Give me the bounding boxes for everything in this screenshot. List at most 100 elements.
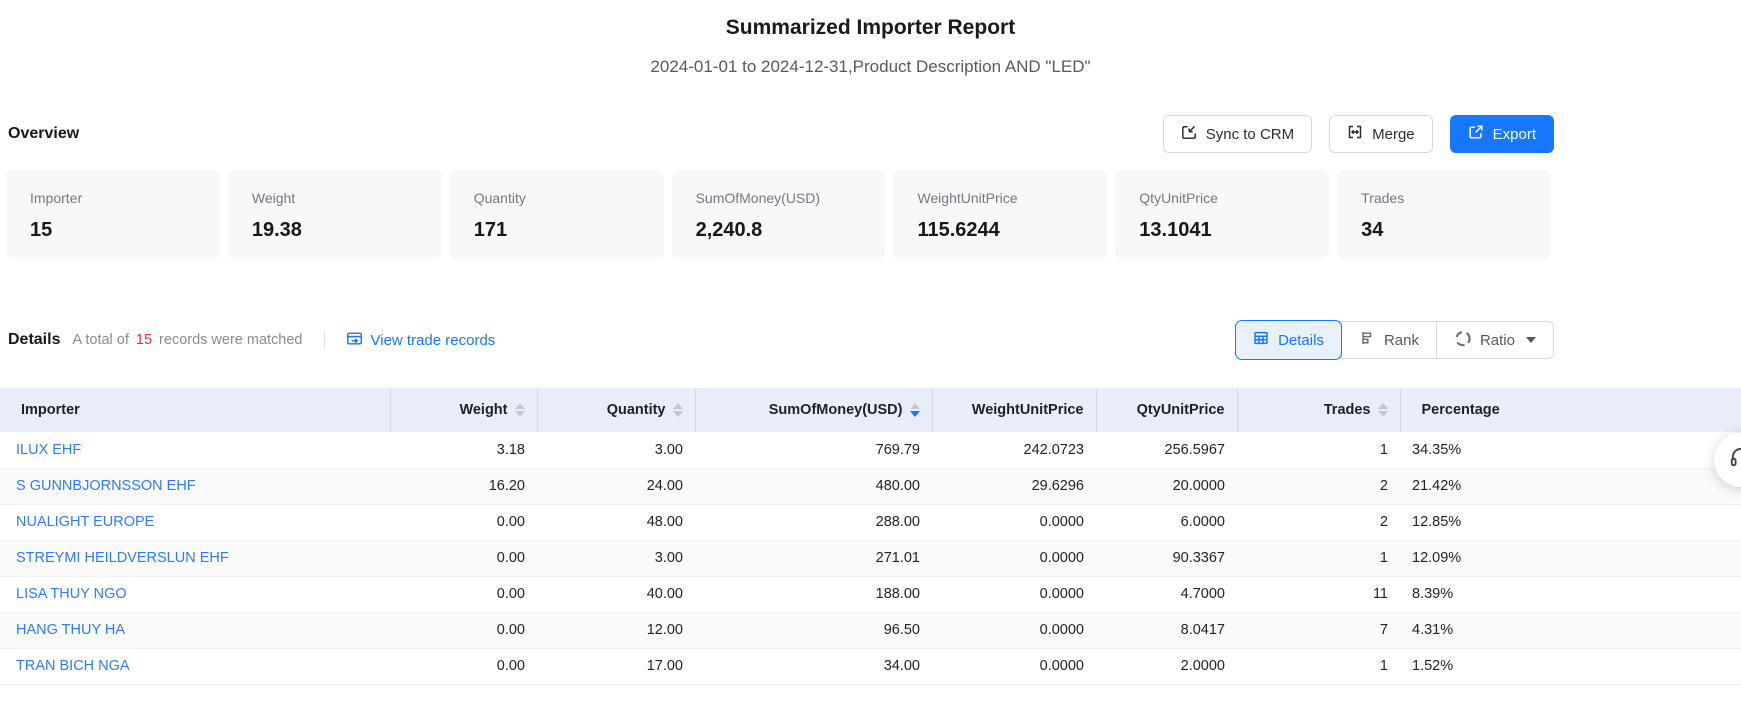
- column-label: SumOfMoney(USD): [769, 402, 903, 418]
- cell-quantity: 3.00: [537, 540, 695, 576]
- importer-link[interactable]: S GUNNBJORNSSON EHF: [16, 478, 196, 494]
- importer-link[interactable]: LISA THUY NGO: [16, 586, 127, 602]
- sync-to-crm-button[interactable]: Sync to CRM: [1163, 115, 1312, 153]
- cell-importer: LISA THUY NGO: [0, 576, 390, 612]
- importer-link[interactable]: HANG THUY HA: [16, 622, 125, 638]
- vertical-divider: [324, 332, 325, 348]
- column-header-qtyunitprice: QtyUnitPrice: [1096, 388, 1237, 432]
- cell-importer: ILUX EHF: [0, 432, 390, 468]
- details-bar: Details A total of 15 records were match…: [0, 321, 1741, 359]
- report-subtitle: 2024-01-01 to 2024-12-31,Product Descrip…: [0, 56, 1741, 78]
- cell-sumofmoney-usd: 480.00: [695, 468, 932, 504]
- report-header: Summarized Importer Report 2024-01-01 to…: [0, 0, 1741, 78]
- cell-qtyunitprice: 6.0000: [1096, 504, 1237, 540]
- stat-label: SumOfMoney(USD): [696, 189, 862, 207]
- importer-link[interactable]: NUALIGHT EUROPE: [16, 514, 154, 530]
- sort-icon[interactable]: [673, 403, 683, 417]
- cell-weight: 16.20: [390, 468, 537, 504]
- column-header-trades[interactable]: Trades: [1237, 388, 1400, 432]
- table-row: TRAN BICH NGA0.0017.0034.000.00002.00001…: [0, 648, 1741, 684]
- records-summary-suffix: records were matched: [159, 332, 302, 348]
- tab-details[interactable]: Details: [1236, 321, 1341, 359]
- cell-trades: 1: [1237, 540, 1400, 576]
- overview-heading: Overview: [8, 125, 79, 143]
- merge-button[interactable]: Merge: [1329, 115, 1433, 153]
- headset-icon: [1728, 445, 1741, 476]
- stat-value: 115.6244: [917, 218, 1083, 242]
- stat-value: 2,240.8: [696, 218, 862, 242]
- cell-quantity: 48.00: [537, 504, 695, 540]
- sort-icon[interactable]: [1378, 403, 1388, 417]
- cell-weight: 0.00: [390, 612, 537, 648]
- cell-sumofmoney-usd: 96.50: [695, 612, 932, 648]
- importer-link[interactable]: TRAN BICH NGA: [16, 658, 130, 674]
- cell-importer: S GUNNBJORNSSON EHF: [0, 468, 390, 504]
- cell-trades: 1: [1237, 432, 1400, 468]
- stat-card-qty-unit-price: QtyUnitPrice 13.1041: [1115, 170, 1329, 259]
- cell-trades: 7: [1237, 612, 1400, 648]
- stat-label: Importer: [30, 189, 196, 207]
- stat-label: Trades: [1361, 189, 1527, 207]
- cell-weight: 3.18: [390, 432, 537, 468]
- importer-link[interactable]: STREYMI HEILDVERSLUN EHF: [16, 550, 229, 566]
- stat-value: 34: [1361, 218, 1527, 242]
- cell-percentage: 4.31%: [1400, 612, 1741, 648]
- column-header-weight[interactable]: Weight: [390, 388, 537, 432]
- column-label: Quantity: [607, 402, 666, 418]
- cell-quantity: 12.00: [537, 612, 695, 648]
- cell-qtyunitprice: 256.5967: [1096, 432, 1237, 468]
- cell-weight: 0.00: [390, 540, 537, 576]
- overview-bar: Overview Sync to CRM Merge: [0, 115, 1741, 153]
- cell-sumofmoney-usd: 288.00: [695, 504, 932, 540]
- stat-card-sum-of-money: SumOfMoney(USD) 2,240.8: [672, 170, 886, 259]
- chevron-down-icon: [1526, 337, 1536, 343]
- ratio-circle-icon: [1454, 330, 1471, 351]
- sort-icon[interactable]: [910, 403, 920, 417]
- cell-sumofmoney-usd: 769.79: [695, 432, 932, 468]
- cell-weightunitprice: 0.0000: [932, 576, 1096, 612]
- cell-percentage: 8.39%: [1400, 576, 1741, 612]
- table-header: ImporterWeightQuantitySumOfMoney(USD)Wei…: [0, 388, 1741, 432]
- column-header-sumofmoney-usd[interactable]: SumOfMoney(USD): [695, 388, 932, 432]
- stat-card-weight-unit-price: WeightUnitPrice 115.6244: [893, 170, 1107, 259]
- cell-qtyunitprice: 20.0000: [1096, 468, 1237, 504]
- sync-in-icon: [1181, 124, 1197, 144]
- stat-label: Weight: [252, 189, 418, 207]
- cell-qtyunitprice: 4.7000: [1096, 576, 1237, 612]
- cell-weightunitprice: 0.0000: [932, 540, 1096, 576]
- column-header-weightunitprice: WeightUnitPrice: [932, 388, 1096, 432]
- column-header-quantity[interactable]: Quantity: [537, 388, 695, 432]
- summarized-importer-report-page: Summarized Importer Report 2024-01-01 to…: [0, 0, 1741, 685]
- cell-quantity: 3.00: [537, 432, 695, 468]
- cell-trades: 11: [1237, 576, 1400, 612]
- view-trade-records-label: View trade records: [371, 332, 496, 349]
- cell-weightunitprice: 0.0000: [932, 612, 1096, 648]
- cell-trades: 2: [1237, 504, 1400, 540]
- tab-ratio[interactable]: Ratio: [1436, 322, 1553, 358]
- stat-value: 13.1041: [1139, 218, 1305, 242]
- column-label: QtyUnitPrice: [1137, 402, 1225, 418]
- view-mode-switcher: Details Rank: [1236, 321, 1554, 359]
- cell-sumofmoney-usd: 188.00: [695, 576, 932, 612]
- cell-percentage: 21.42%: [1400, 468, 1741, 504]
- tab-rank[interactable]: Rank: [1341, 322, 1436, 358]
- cell-sumofmoney-usd: 34.00: [695, 648, 932, 684]
- importer-details-table: ImporterWeightQuantitySumOfMoney(USD)Wei…: [0, 388, 1741, 685]
- sort-icon[interactable]: [515, 403, 525, 417]
- cell-quantity: 17.00: [537, 648, 695, 684]
- stat-card-importer: Importer 15: [6, 170, 220, 259]
- cell-importer: STREYMI HEILDVERSLUN EHF: [0, 540, 390, 576]
- stat-label: WeightUnitPrice: [917, 189, 1083, 207]
- cell-qtyunitprice: 8.0417: [1096, 612, 1237, 648]
- cell-percentage: 1.52%: [1400, 648, 1741, 684]
- cell-percentage: 34.35%: [1400, 432, 1741, 468]
- importer-link[interactable]: ILUX EHF: [16, 442, 81, 458]
- tab-details-label: Details: [1278, 332, 1324, 349]
- view-trade-records-link[interactable]: View trade records: [346, 330, 496, 351]
- column-label: Trades: [1324, 402, 1371, 418]
- table-row: STREYMI HEILDVERSLUN EHF0.003.00271.010.…: [0, 540, 1741, 576]
- tab-ratio-label: Ratio: [1480, 332, 1515, 349]
- stat-card-quantity: Quantity 171: [450, 170, 664, 259]
- stat-card-weight: Weight 19.38: [228, 170, 442, 259]
- export-button[interactable]: Export: [1450, 115, 1554, 153]
